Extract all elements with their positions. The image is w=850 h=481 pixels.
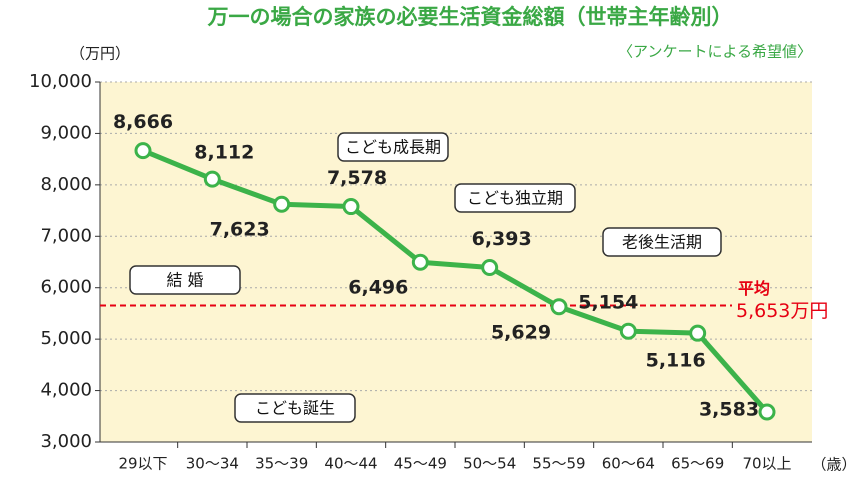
- value-label: 7,623: [210, 219, 270, 241]
- x-tick-label: 40～44: [324, 455, 377, 473]
- plot-background: [100, 82, 812, 442]
- y-tick-label: 10,000: [29, 71, 92, 92]
- value-label: 7,578: [327, 167, 387, 189]
- annotation: こども独立期: [467, 189, 563, 208]
- x-tick-label: 60～64: [602, 455, 655, 473]
- y-axis-label: （万円）: [70, 45, 130, 63]
- point: [136, 144, 150, 158]
- point: [691, 326, 705, 340]
- value-label: 6,393: [472, 228, 532, 250]
- annotation: 老後生活期: [622, 233, 702, 252]
- point: [552, 300, 566, 314]
- chart-title: 万一の場合の家族の必要生活資金総額（世帯主年齢別）: [207, 5, 733, 29]
- annotation: 結 婚: [166, 271, 203, 290]
- chart-subtitle: 〈アンケートによる希望値〉: [618, 43, 812, 61]
- x-tick-label: 50～54: [463, 455, 516, 473]
- y-tick-label: 4,000: [40, 380, 92, 401]
- y-tick-label: 3,000: [40, 431, 92, 452]
- value-label: 8,666: [113, 111, 173, 133]
- value-label: 6,496: [348, 277, 408, 299]
- x-tick-label: 29以下: [118, 455, 167, 473]
- annotation: こども成長期: [345, 138, 441, 157]
- y-tick-label: 6,000: [40, 277, 92, 298]
- value-label: 5,629: [491, 321, 551, 343]
- x-axis-label: （歳）: [811, 456, 850, 474]
- point: [205, 172, 219, 186]
- x-tick-label: 45～49: [394, 455, 447, 473]
- x-tick-label: 55～59: [532, 455, 585, 473]
- point: [760, 405, 774, 419]
- value-label: 8,112: [194, 142, 254, 164]
- x-tick-label: 70以上: [742, 455, 791, 473]
- value-label: 5,116: [646, 350, 706, 372]
- y-tick-label: 5,000: [40, 328, 92, 349]
- point: [483, 261, 497, 275]
- average-value: 5,653万円: [736, 300, 828, 322]
- point: [413, 255, 427, 269]
- chart: 万一の場合の家族の必要生活資金総額（世帯主年齢別） 〈アンケートによる希望値〉 …: [0, 0, 850, 477]
- y-tick-label: 8,000: [40, 174, 92, 195]
- average-label: 平均: [738, 279, 770, 298]
- y-tick-label: 7,000: [40, 225, 92, 246]
- value-label: 3,583: [699, 399, 759, 421]
- point: [621, 324, 635, 338]
- x-tick-label: 30～34: [186, 455, 239, 473]
- point: [344, 200, 358, 214]
- y-tick-label: 9,000: [40, 122, 92, 143]
- x-tick-label: 65～69: [671, 455, 724, 473]
- annotation: こども誕生: [255, 399, 335, 418]
- point: [275, 197, 289, 211]
- x-tick-label: 35～39: [255, 455, 308, 473]
- value-label: 5,154: [578, 292, 638, 314]
